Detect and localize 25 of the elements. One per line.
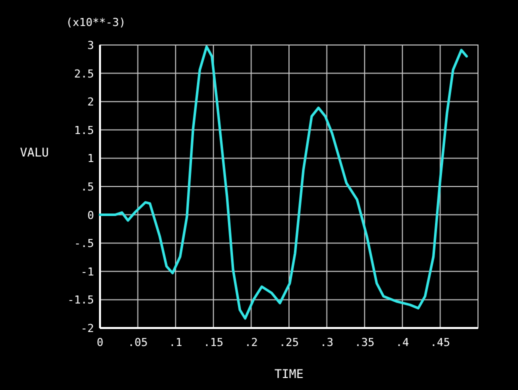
line-series [98,45,468,320]
x-tick-label: .25 [279,336,299,349]
x-tick-label: 0 [96,336,104,349]
x-tick-label: .35 [354,336,375,349]
text: (x10**-3) [66,16,126,29]
x-tick-label: .1 [168,336,182,349]
x-tick-label: .4 [396,336,410,349]
x-tick-label: .3 [320,336,334,349]
y-tick-label: -1 [80,265,94,278]
y-tick-label: 3 [87,39,94,52]
x-tick-label: .05 [128,336,148,349]
x-tick-label: .2 [244,336,258,349]
y-tick-label: 0 [87,208,94,222]
x-tick-label: .45 [430,336,450,349]
y-tick-label: 1.5 [74,124,94,137]
y-tick-label: 2.5 [74,67,94,80]
y-axis-title: VALU [20,146,49,160]
y-tick-label: .5 [80,180,94,194]
y-tick-label: 2 [87,96,94,109]
x-axis-title: TIME [274,367,304,381]
x-tick-label: .15 [203,336,224,349]
y-tick-label: -.5 [74,237,94,250]
y-tick-label: -2 [80,322,94,335]
y-tick-label: 1 [87,152,94,166]
y-tick-label: -1.5 [68,294,94,307]
